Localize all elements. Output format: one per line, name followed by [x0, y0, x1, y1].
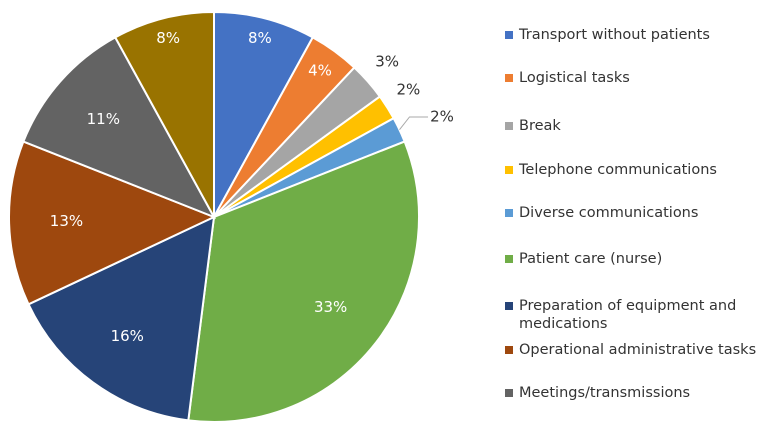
data-label: 16% [111, 327, 144, 345]
legend-item: Operational administrative tasks [505, 341, 757, 359]
legend-swatch [505, 166, 513, 174]
data-label: 8% [156, 29, 180, 47]
legend-label: Meetings/transmissions [519, 385, 691, 401]
pie-slice [27, 215, 216, 422]
legend-item: Logistical tasks [505, 69, 757, 87]
legend-label: Patient care (nurse) [519, 251, 663, 267]
legend-swatch [505, 74, 513, 82]
legend-swatch [505, 31, 513, 39]
leader-line [399, 116, 429, 131]
legend-label: Telephone communications [519, 162, 717, 178]
data-label: 2% [396, 81, 420, 99]
legend-swatch [505, 255, 513, 263]
legend-label: Logistical tasks [519, 70, 630, 86]
legend-label: Break [519, 118, 561, 134]
legend-item: Break [505, 117, 757, 135]
legend-swatch [505, 302, 513, 310]
legend-swatch [505, 209, 513, 217]
data-label: 4% [308, 62, 332, 80]
data-label: 8% [248, 29, 272, 47]
legend-label: Diverse communications [519, 205, 699, 221]
legend-label: Preparation of equipment and medications [519, 298, 737, 332]
legend-item: Patient care (nurse) [505, 250, 757, 268]
data-label: 13% [50, 212, 83, 230]
legend-swatch [505, 122, 513, 130]
legend-item: Preparation of equipment and medications [505, 297, 757, 333]
pie-slice [8, 140, 217, 306]
legend-item: Meetings/transmissions [505, 384, 757, 402]
legend-label: Operational administrative tasks [519, 342, 757, 358]
data-label: 33% [314, 298, 347, 316]
legend-swatch [505, 389, 513, 397]
legend-label: Transport without patients [519, 27, 710, 43]
data-label: 11% [87, 110, 120, 128]
pie-slice [187, 140, 420, 422]
data-label: 3% [375, 52, 399, 70]
pie-slice [213, 10, 315, 218]
pie-slice [22, 35, 217, 219]
legend-item: Diverse communications [505, 204, 757, 222]
data-label: 2% [430, 107, 454, 125]
legend-item: Transport without patients [505, 26, 757, 44]
legend-item: Telephone communications [505, 161, 757, 179]
legend-swatch [505, 346, 513, 354]
pie-slice [113, 10, 215, 218]
